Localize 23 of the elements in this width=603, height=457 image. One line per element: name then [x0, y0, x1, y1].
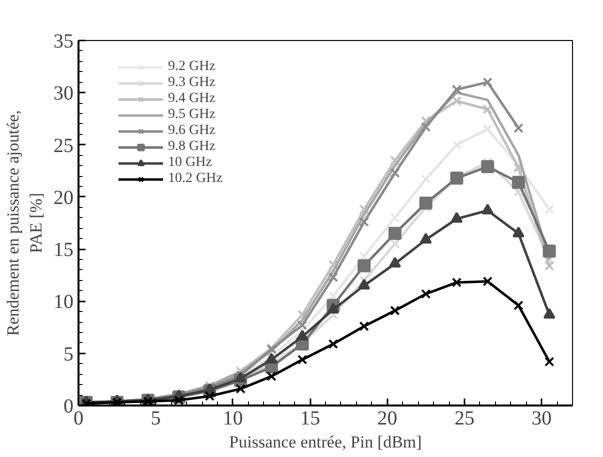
y-tick-label: 20: [54, 186, 74, 209]
y-tick-label: 5: [64, 343, 74, 366]
x-tick-label: 10: [222, 408, 243, 430]
x-axis-title: Puissance entrée, Pin [dBm]: [229, 432, 422, 452]
legend-label: 9.6 GHz: [168, 123, 216, 139]
y-axis-title: Rendement en puissance ajoutée, PAE [%]: [4, 110, 46, 336]
y-tick-label: 10: [54, 291, 74, 314]
y-tick-label: 35: [54, 30, 74, 52]
x-tick-label: 15: [300, 408, 320, 430]
legend-label: 9.2 GHz: [168, 59, 216, 75]
legend-label: 9.4 GHz: [168, 91, 216, 107]
legend-label: 9.3 GHz: [168, 75, 216, 91]
x-tick-label: 5: [150, 408, 161, 430]
x-tick-label: 20: [377, 408, 398, 430]
legend-label: 9.5 GHz: [168, 107, 216, 123]
legend-label: 9.8 GHz: [168, 139, 216, 155]
x-tick-label: 30: [532, 408, 552, 430]
y-tick-label: 25: [54, 134, 74, 157]
x-tick-label: 25: [454, 408, 474, 430]
y-tick-label: 30: [54, 82, 74, 105]
y-tick-label: 15: [54, 239, 74, 262]
legend-label: 10.2 GHz: [168, 171, 222, 187]
legend-label: 10 GHz: [168, 155, 212, 171]
